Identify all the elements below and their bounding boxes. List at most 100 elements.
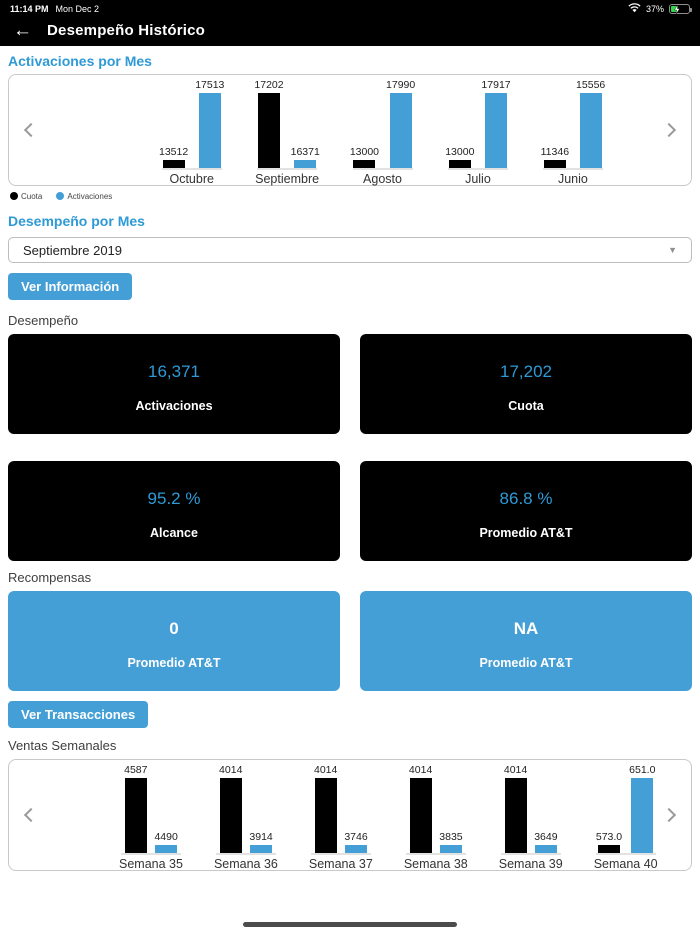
activaciones-bar xyxy=(485,93,508,168)
weekly-sales-chart: 4587 4490 Semana 35 4014 3914 Semana 36 4014 37… xyxy=(8,759,692,871)
activaciones-bar xyxy=(294,160,317,168)
bar-value-label: 3835 xyxy=(439,831,463,843)
status-date: Mon Dec 2 xyxy=(55,4,100,14)
category-label: Junio xyxy=(557,172,588,186)
kpi-value: 16,371 xyxy=(148,361,200,381)
activaciones-bar xyxy=(155,845,178,853)
kpi-card: 17,202 Cuota xyxy=(360,334,692,434)
bar-value-label: 17917 xyxy=(481,79,511,91)
kpi-label: Promedio AT&T xyxy=(127,655,221,670)
activaciones-bar xyxy=(439,845,462,853)
bar-group: 13512 17513 Octubre xyxy=(159,79,225,186)
bar-group: 13000 17990 Agosto xyxy=(350,79,415,186)
back-arrow-icon[interactable]: ← xyxy=(13,19,32,41)
category-label: Semana 35 xyxy=(119,857,183,871)
bar-pair: 4014 3746 xyxy=(314,764,368,853)
axis-baseline xyxy=(120,853,181,855)
bar-column: 11346 xyxy=(541,146,569,168)
bar-value-label: 16371 xyxy=(290,146,320,158)
main-content: Activaciones por Mes 13512 17513 Octubre 17… xyxy=(0,53,700,871)
weekly-sales-label: Ventas Semanales xyxy=(8,738,117,753)
cuota-bar xyxy=(353,160,376,168)
battery-percent: 37% xyxy=(645,4,664,14)
home-indicator[interactable] xyxy=(243,922,457,927)
kpi-label: Alcance xyxy=(150,525,198,540)
category-label: Semana 40 xyxy=(593,857,658,871)
bar-value-label: 4490 xyxy=(154,831,178,843)
category-label: Semana 37 xyxy=(308,857,373,871)
legend-dot-icon xyxy=(56,192,65,200)
view-transactions-button[interactable]: Ver Transacciones xyxy=(8,701,149,728)
month-select[interactable]: Septiembre 2019 ▼ xyxy=(8,237,692,263)
axis-baseline xyxy=(257,168,318,170)
bar-column: 3914 xyxy=(249,831,273,853)
axis-baseline xyxy=(161,168,222,170)
page-title: Desempeño Histórico xyxy=(47,21,206,39)
battery-icon xyxy=(669,4,692,15)
legend-item: Activaciones xyxy=(56,192,112,201)
nav-bar: ← Desempeño Histórico xyxy=(0,15,700,45)
bar-column: 4014 xyxy=(219,764,242,853)
bar-value-label: 17513 xyxy=(195,79,225,91)
bar-column: 4014 xyxy=(314,764,337,853)
performance-cards: 16,371 Activaciones 17,202 Cuota 95.2 % Alcan… xyxy=(8,334,692,561)
bar-column: 3746 xyxy=(344,831,368,853)
bar-value-label: 3649 xyxy=(534,831,558,843)
rewards-cards: 0 Promedio AT&T NA Promedio AT&T xyxy=(8,591,692,691)
chevron-right-icon[interactable] xyxy=(661,122,677,138)
activaciones-bar xyxy=(631,778,654,853)
view-info-button[interactable]: Ver Información xyxy=(8,273,133,300)
category-label: Semana 38 xyxy=(403,857,468,871)
activations-chart-bars: 13512 17513 Octubre 17202 16371 Septiembre 130… xyxy=(9,79,605,186)
bar-pair: 17202 16371 xyxy=(254,79,320,168)
bar-column: 4014 xyxy=(409,764,432,853)
bar-group: 17202 16371 Septiembre xyxy=(254,79,320,186)
axis-baseline xyxy=(310,853,371,855)
bar-value-label: 13000 xyxy=(349,146,380,158)
cuota-bar xyxy=(124,778,147,853)
bar-column: 13512 xyxy=(159,146,188,168)
chevron-right-icon[interactable] xyxy=(661,807,677,823)
bar-column: 17202 xyxy=(254,79,284,168)
chart-legend: Cuota Activaciones xyxy=(10,191,692,201)
axis-baseline xyxy=(215,853,276,855)
bar-column: 4490 xyxy=(154,831,178,853)
kpi-label: Activaciones xyxy=(135,398,213,413)
bar-value-label: 17202 xyxy=(254,79,284,91)
weekly-sales-chart-bars: 4587 4490 Semana 35 4014 3914 Semana 36 4014 37… xyxy=(9,764,658,871)
kpi-card: 95.2 % Alcance xyxy=(8,461,340,561)
category-label: Agosto xyxy=(363,172,402,186)
bar-column: 17917 xyxy=(481,79,511,168)
app-header: 11:14 PM Mon Dec 2 37% xyxy=(0,0,700,46)
cuota-bar xyxy=(409,778,432,853)
bar-value-label: 573.0 xyxy=(595,831,623,843)
kpi-value: 86.8 % xyxy=(499,488,553,508)
activaciones-bar xyxy=(534,845,557,853)
bar-column: 573.0 xyxy=(596,831,622,853)
bar-pair: 13000 17990 xyxy=(350,79,415,168)
cuota-bar xyxy=(598,845,621,853)
bar-value-label: 4014 xyxy=(408,764,433,776)
cuota-bar xyxy=(219,778,242,853)
axis-baseline xyxy=(352,168,413,170)
legend-label: Activaciones xyxy=(67,191,113,201)
cuota-bar xyxy=(162,160,185,168)
activaciones-bar xyxy=(250,845,273,853)
dropdown-caret-icon: ▼ xyxy=(668,245,677,255)
kpi-card: NA Promedio AT&T xyxy=(360,591,692,691)
category-label: Semana 39 xyxy=(498,857,563,871)
bar-group: 4014 3746 Semana 37 xyxy=(308,764,373,871)
bar-value-label: 651.0 xyxy=(629,764,656,776)
activaciones-bar xyxy=(198,93,221,168)
bar-column: 13000 xyxy=(350,146,379,168)
axis-baseline xyxy=(542,168,603,170)
bar-column: 3649 xyxy=(534,831,558,853)
kpi-card: 0 Promedio AT&T xyxy=(8,591,340,691)
bar-column: 17990 xyxy=(386,79,415,168)
activations-chart: 13512 17513 Octubre 17202 16371 Septiembre 130… xyxy=(8,74,692,186)
kpi-value: 0 xyxy=(169,618,179,638)
bar-pair: 4014 3914 xyxy=(219,764,273,853)
bar-group: 4014 3914 Semana 36 xyxy=(214,764,278,871)
axis-baseline xyxy=(595,853,656,855)
bar-group: 573.0 651.0 Semana 40 xyxy=(593,764,658,871)
